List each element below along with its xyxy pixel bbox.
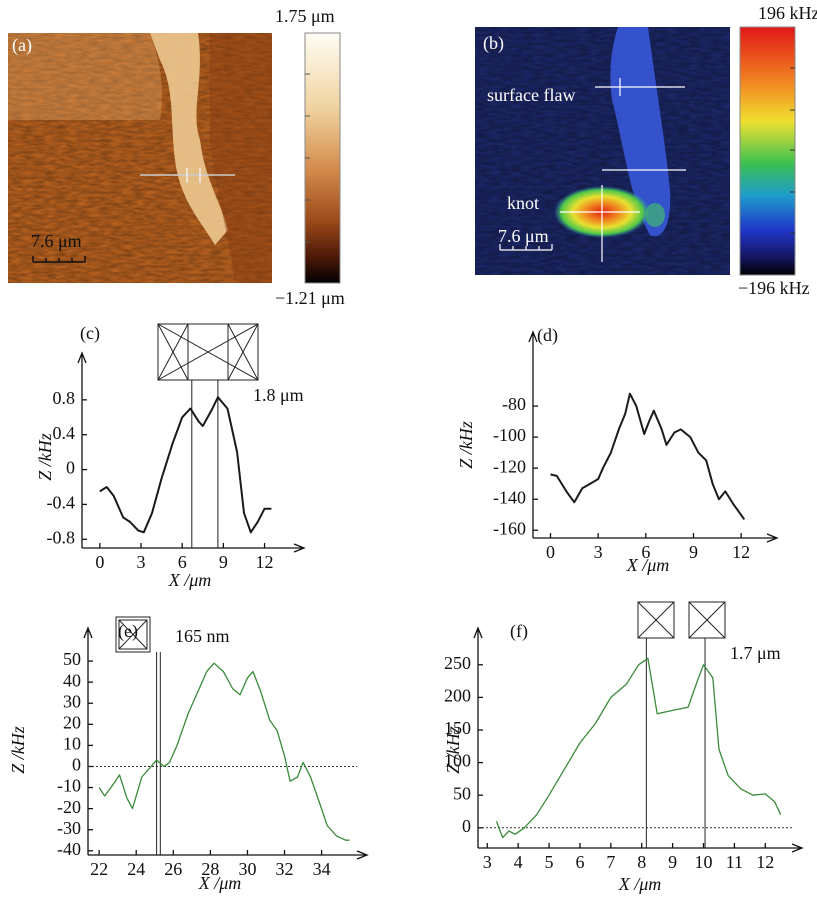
y-axis-label: Z /kHz [8,726,28,774]
x-tick-label: 9 [689,542,698,562]
annotation: 1.8 μm [253,385,304,405]
x-tick-label: 5 [545,852,554,872]
x-tick-label: 8 [637,852,646,872]
y-tick-label: 250 [444,653,471,673]
x-tick-label: 24 [127,859,145,879]
y-tick-label: 0 [462,816,471,836]
y-tick-label: -0.4 [47,493,76,513]
colorbar-max: 196 kHz [758,3,817,23]
scale-bar-label: 7.6 μm [498,226,549,246]
x-tick-label: 3 [137,552,146,572]
x-tick-label: 12 [756,852,774,872]
y-tick-label: 40 [63,670,81,690]
x-tick-label: 30 [238,859,256,879]
y-tick-label: -40 [57,839,81,859]
panel-label: (d) [537,325,558,346]
y-tick-label: 10 [63,734,81,754]
x-tick-label: 11 [726,852,743,872]
icons [115,323,726,653]
data-line [550,392,746,520]
afm-image [8,33,272,283]
y-axis-label: Z /kHz [443,726,463,774]
x-axis [82,543,306,553]
x-axis-label: X /μm [168,570,212,590]
colorbar [304,32,341,284]
x-axis-label: X /μm [198,873,242,893]
y-tick-label: 0.4 [53,423,76,443]
y-axis [77,351,87,548]
y-tick-label: -30 [57,818,81,838]
y-axis-label: Z /kHz [456,421,476,469]
panel-label: (e) [118,621,138,642]
colorbar [739,26,796,276]
data-line [98,662,350,841]
data-line [99,396,272,534]
x-tick-label: 6 [641,542,650,562]
x-tick-label: 9 [668,852,677,872]
annotation: 1.7 μm [730,643,781,663]
y-tick-label: -20 [57,797,81,817]
x-axis-label: X /μm [618,874,662,894]
y-tick-label: -160 [493,518,526,538]
y-tick-label: -80 [502,394,526,414]
y-tick-label: -120 [493,456,526,476]
y-axis-label: Z /kHz [35,433,55,481]
x-tick-label: 6 [575,852,584,872]
x-tick-label: 34 [313,859,331,879]
x-axis [478,843,804,853]
x-tick-label: 22 [90,859,108,879]
y-tick-label: -100 [493,425,526,445]
panel-label: (c) [80,323,100,344]
y-tick-label: -10 [57,776,81,796]
x-tick-label: 7 [606,852,615,872]
y-tick-label: 50 [63,649,81,669]
panel-label: (a) [12,35,32,56]
y-axis [473,626,483,848]
colorbar-min: −196 kHz [738,278,810,298]
x-tick-label: 12 [256,552,274,572]
image-label: surface flaw [487,85,575,105]
x-tick-label: 28 [201,859,219,879]
x-tick-label: 9 [219,552,228,572]
x-tick-label: 10 [695,852,713,872]
panel-label: (f) [510,621,528,642]
x-axis [88,850,369,860]
y-tick-label: 100 [444,751,471,771]
colorbar-ticks [790,67,795,234]
colorbar-max: 1.75 μm [275,6,335,26]
y-tick-label: 0.8 [53,388,76,408]
data-line [495,657,782,839]
x-tick-label: 3 [483,852,492,872]
x-axis [533,533,779,543]
y-tick-label: 50 [453,783,471,803]
y-tick-label: 30 [63,691,81,711]
x-tick-label: 6 [178,552,187,572]
x-tick-label: 32 [276,859,294,879]
x-axis-label: X /μm [626,555,670,575]
y-tick-label: 20 [63,712,81,732]
y-axis [83,626,93,855]
colorbar-ticks [305,73,310,243]
x-tick-label: 0 [546,542,555,562]
panel-label: (b) [483,33,504,54]
annotation: 165 nm [175,626,230,646]
y-tick-label: 200 [444,686,471,706]
x-tick-label: 4 [514,852,523,872]
x-tick-label: 3 [594,542,603,562]
y-tick-label: 0 [66,458,75,478]
scale-bar-label: 7.6 μm [31,231,82,251]
image-label: knot [507,193,539,213]
y-tick-label: -0.8 [47,527,76,547]
x-tick-label: 26 [164,859,182,879]
y-tick-label: 150 [444,718,471,738]
colorbar-min: −1.21 μm [275,288,345,308]
x-tick-label: 12 [732,542,750,562]
y-axis [528,330,538,538]
y-tick-label: -140 [493,487,526,507]
frequency-image [475,27,730,275]
x-tick-label: 0 [95,552,104,572]
y-tick-label: 0 [72,755,81,775]
